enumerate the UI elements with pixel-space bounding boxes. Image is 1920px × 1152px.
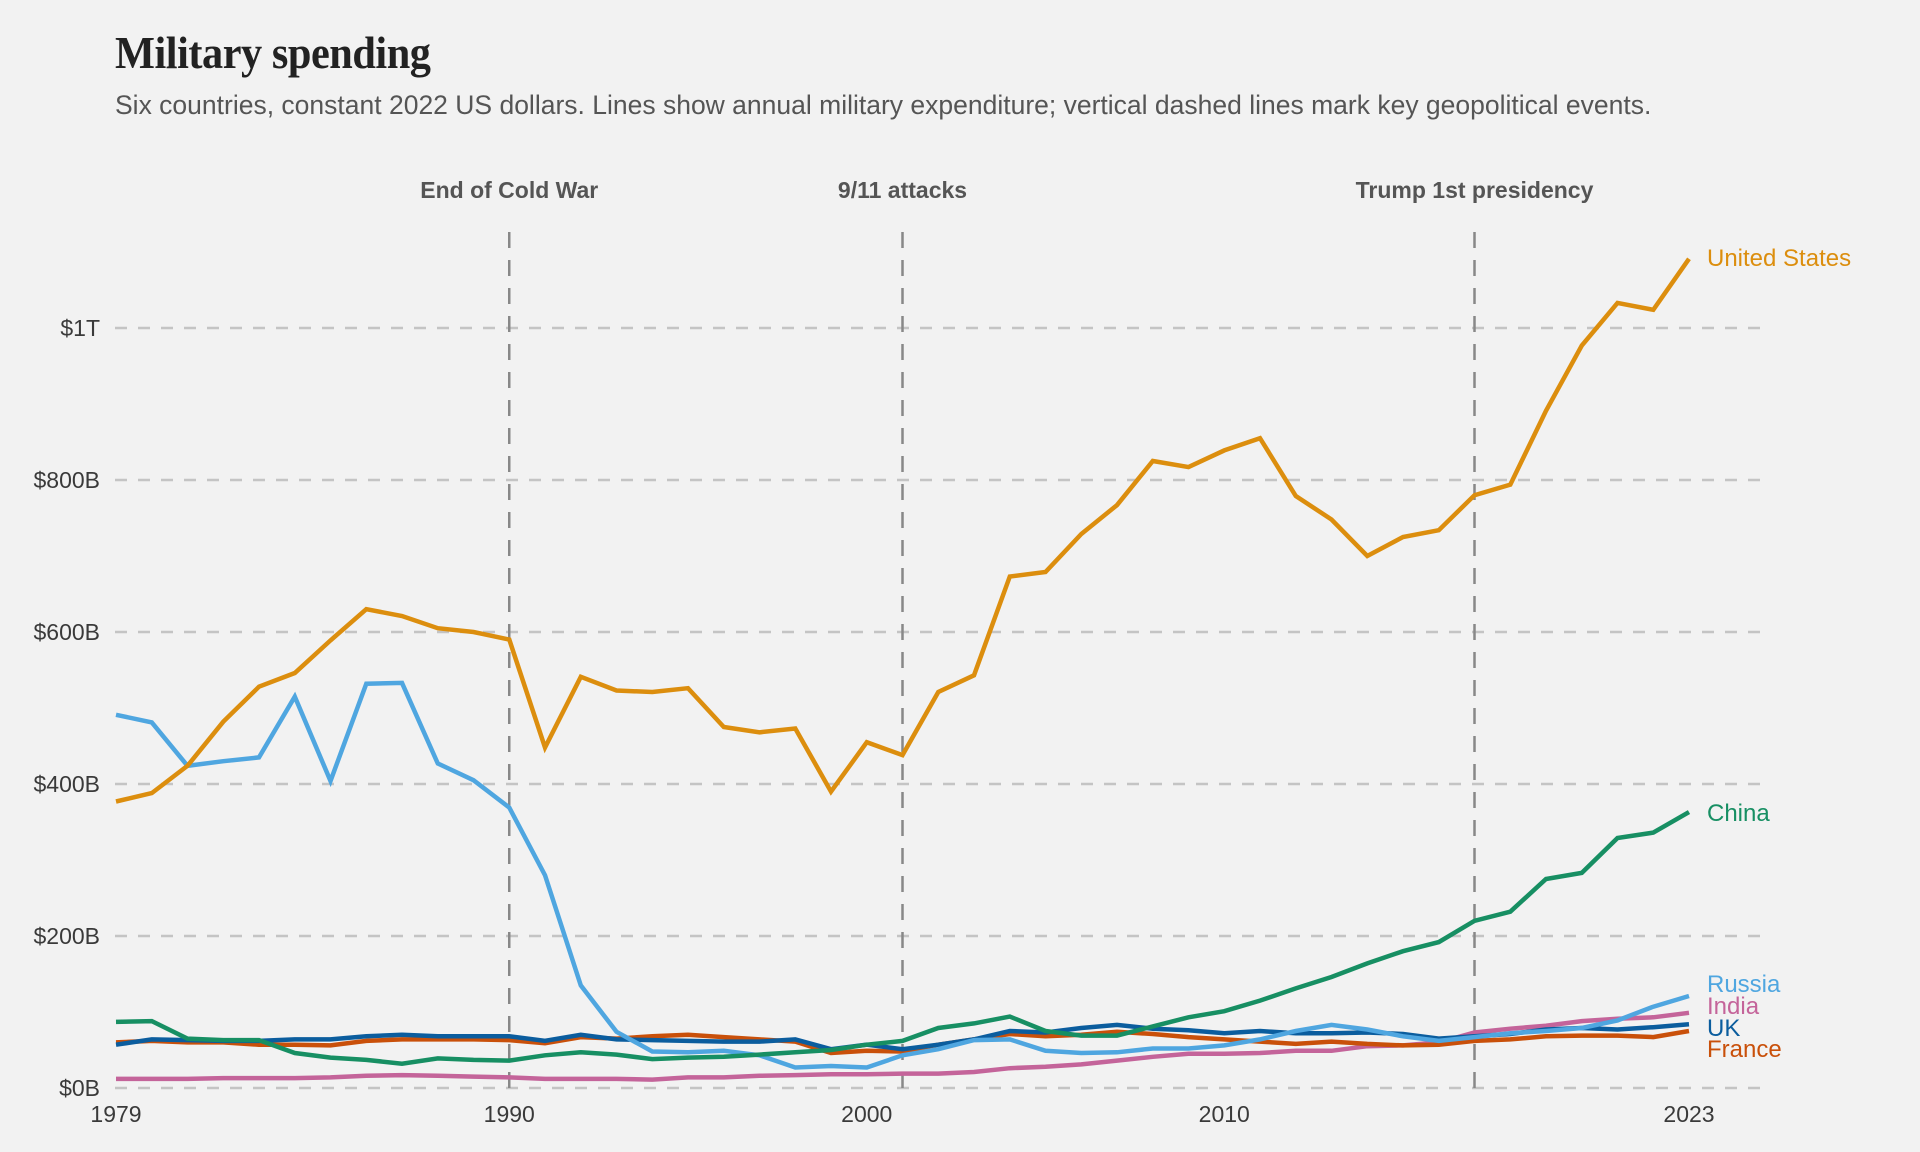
x-tick-label: 1979 — [90, 1101, 141, 1127]
event-label: End of Cold War — [420, 177, 598, 203]
chart-subtitle: Six countries, constant 2022 US dollars.… — [115, 90, 1652, 120]
series-line-france — [115, 1028, 1690, 1056]
series-label-united-states: United States — [1707, 245, 1851, 272]
x-tick-label: 2000 — [841, 1101, 892, 1127]
series-line-russia — [115, 680, 1690, 1070]
series-label-russia: Russia — [1707, 971, 1781, 998]
series-label-france: France — [1707, 1036, 1782, 1063]
series-line-uk — [115, 1021, 1690, 1052]
series-label-china: China — [1707, 800, 1770, 827]
event-label: 9/11 attacks — [838, 177, 967, 203]
event-label: Trump 1st presidency — [1356, 177, 1594, 203]
series-label-india: India — [1707, 993, 1760, 1020]
x-tick-label: 2023 — [1663, 1101, 1714, 1127]
x-tick-label: 2010 — [1199, 1101, 1250, 1127]
series-line-china — [115, 810, 1691, 1066]
x-axis-tick-labels: 1979 1990 2000 2010 2023 — [90, 1101, 1714, 1127]
series-label-uk: UK — [1707, 1015, 1740, 1042]
chart-title: Military spending — [115, 27, 431, 78]
y-gridlines — [115, 326, 1762, 1090]
series-lines — [115, 257, 1691, 1082]
x-tick-label: 1990 — [484, 1101, 535, 1127]
y-tick-label: $600B — [33, 619, 100, 645]
y-axis-tick-labels: $0B $200B $400B $600B $800B $1T — [33, 315, 100, 1101]
event-annotations: End of Cold War 9/11 attacks Trump 1st pre… — [420, 177, 1594, 1090]
y-tick-label: $200B — [33, 923, 100, 949]
y-tick-label: $800B — [33, 467, 100, 493]
series-line-united-states — [115, 257, 1691, 804]
y-tick-label: $1T — [60, 315, 100, 341]
y-tick-label: $0B — [59, 1075, 100, 1101]
y-tick-label: $400B — [33, 771, 100, 797]
